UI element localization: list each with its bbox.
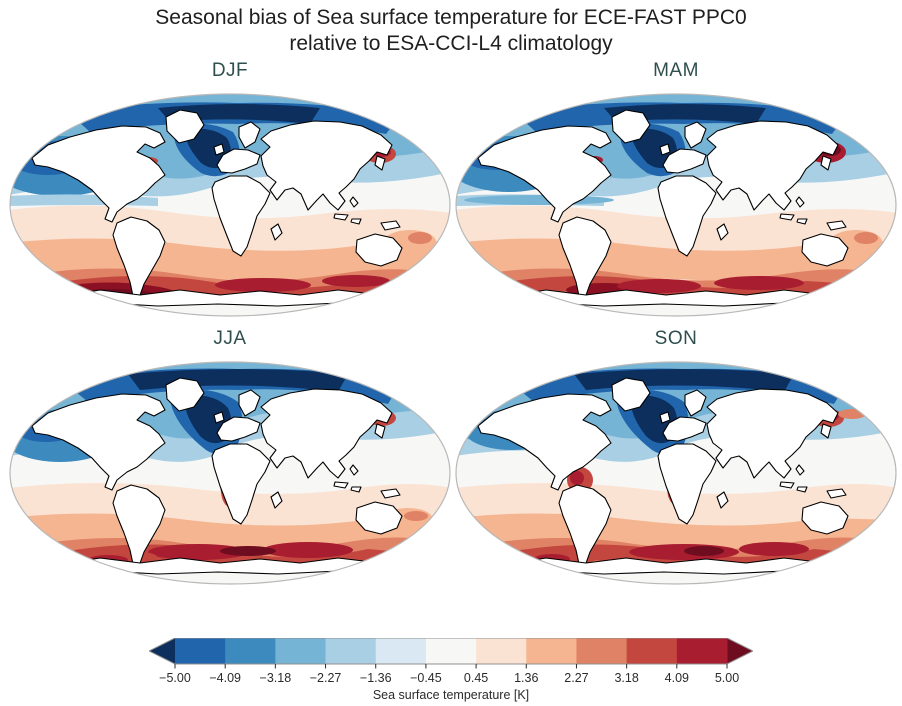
colorbar-tick-label: 4.09 <box>665 671 689 685</box>
colorbar-tick-label: 1.36 <box>514 671 538 685</box>
colorbar-segment <box>476 638 527 664</box>
colorbar-segment <box>175 638 226 664</box>
colorbar-tick-label: 2.27 <box>564 671 588 685</box>
colorbar-segment <box>275 638 327 664</box>
figure-title-line2: relative to ESA-CCI-L4 climatology <box>289 32 613 55</box>
panel-title-son: SON <box>654 328 698 349</box>
colorbar-segment <box>325 638 377 664</box>
colorbar-tick-label: 5.00 <box>715 671 739 685</box>
figure-title: Seasonal bias of Sea surface temperature… <box>0 5 902 57</box>
map-son <box>455 361 897 585</box>
colorbar-segment <box>676 638 728 664</box>
colorbar-segment <box>626 638 678 664</box>
panel-title-jja: JJA <box>213 328 247 349</box>
colorbar-tick-label: −1.36 <box>360 671 392 685</box>
panel-title-mam: MAM <box>653 60 699 81</box>
panel-djf: DJF <box>8 56 452 318</box>
colorbar-segment <box>576 638 628 664</box>
map-mam <box>455 93 897 317</box>
colorbar-tick-label: −5.00 <box>159 671 191 685</box>
colorbar-extend-high-arrow <box>727 638 753 664</box>
colorbar-tick-label: −2.27 <box>310 671 342 685</box>
colorbar-tick-label: −4.09 <box>209 671 241 685</box>
colorbar-segment <box>425 638 477 664</box>
map-djf <box>9 93 451 317</box>
panel-title-djf: DJF <box>211 60 249 81</box>
panel-mam: MAM <box>454 56 898 318</box>
figure-title-line1: Seasonal bias of Sea surface temperature… <box>155 6 747 29</box>
colorbar-tick-label: −0.45 <box>410 671 442 685</box>
colorbar-segment <box>375 638 427 664</box>
colorbar-segment <box>225 638 276 664</box>
colorbar: −5.00 −4.09 −3.18 −2.27 −1.36 −0.45 0.45 1.36 2.… <box>149 638 753 702</box>
colorbar-label: Sea surface temperature [K] <box>372 688 530 702</box>
colorbar-tick-label: −3.18 <box>260 671 292 685</box>
map-jja <box>9 361 451 585</box>
colorbar-tick-label: 3.18 <box>614 671 638 685</box>
colorbar-scale: −5.00 −4.09 −3.18 −2.27 −1.36 −0.45 0.45 1.36 2.… <box>149 638 753 688</box>
panel-son: SON <box>454 324 898 586</box>
colorbar-extend-low-arrow <box>149 638 175 664</box>
colorbar-segment <box>526 638 577 664</box>
panel-jja: JJA <box>8 324 452 586</box>
colorbar-tick-label: 0.45 <box>464 671 488 685</box>
colorbar-svg: −5.00 −4.09 −3.18 −2.27 −1.36 −0.45 0.45 1.36 2.… <box>149 638 753 685</box>
